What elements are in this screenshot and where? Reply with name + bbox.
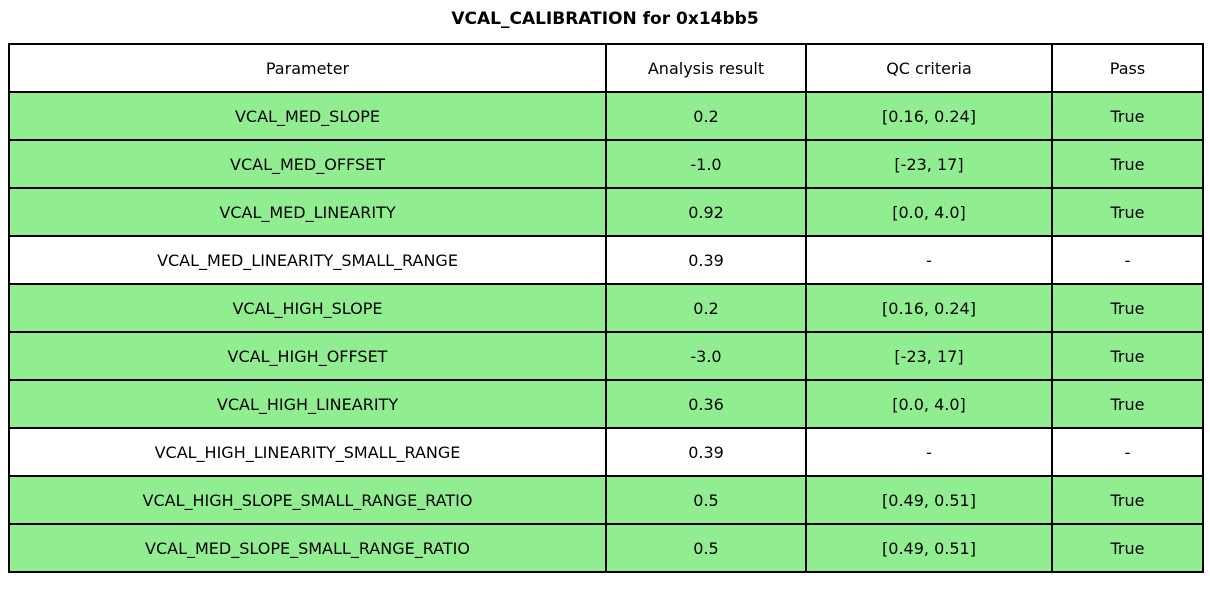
- analysis-result-cell: -3.0: [605, 331, 807, 381]
- parameter-cell: VCAL_HIGH_SLOPE_SMALL_RANGE_RATIO: [8, 475, 607, 525]
- pass-cell: True: [1051, 475, 1204, 525]
- results-table: Parameter Analysis result QC criteria Pa…: [8, 43, 1204, 573]
- pass-cell: True: [1051, 283, 1204, 333]
- parameter-cell: VCAL_MED_SLOPE_SMALL_RANGE_RATIO: [8, 523, 607, 573]
- table-row: VCAL_HIGH_OFFSET -3.0 [-23, 17] True: [8, 331, 1204, 381]
- pass-cell: -: [1051, 235, 1204, 285]
- qc-criteria-cell: [0.49, 0.51]: [805, 475, 1053, 525]
- parameter-cell: VCAL_HIGH_LINEARITY: [8, 379, 607, 429]
- analysis-result-cell: 0.36: [605, 379, 807, 429]
- parameter-cell: VCAL_MED_LINEARITY_SMALL_RANGE: [8, 235, 607, 285]
- analysis-result-cell: 0.2: [605, 91, 807, 141]
- column-header-pass: Pass: [1051, 43, 1204, 93]
- pass-cell: -: [1051, 427, 1204, 477]
- parameter-cell: VCAL_HIGH_LINEARITY_SMALL_RANGE: [8, 427, 607, 477]
- qc-criteria-cell: -: [805, 427, 1053, 477]
- qc-criteria-cell: [-23, 17]: [805, 331, 1053, 381]
- pass-cell: True: [1051, 379, 1204, 429]
- qc-criteria-cell: [-23, 17]: [805, 139, 1053, 189]
- analysis-result-cell: 0.92: [605, 187, 807, 237]
- parameter-cell: VCAL_HIGH_OFFSET: [8, 331, 607, 381]
- table-row: VCAL_HIGH_LINEARITY_SMALL_RANGE 0.39 - -: [8, 427, 1204, 477]
- column-header-qc-criteria: QC criteria: [805, 43, 1053, 93]
- pass-cell: True: [1051, 91, 1204, 141]
- parameter-cell: VCAL_MED_OFFSET: [8, 139, 607, 189]
- analysis-result-cell: 0.39: [605, 427, 807, 477]
- table-row: VCAL_MED_SLOPE_SMALL_RANGE_RATIO 0.5 [0.…: [8, 523, 1204, 573]
- table-row: VCAL_MED_OFFSET -1.0 [-23, 17] True: [8, 139, 1204, 189]
- qc-criteria-cell: [0.16, 0.24]: [805, 283, 1053, 333]
- analysis-result-cell: 0.5: [605, 523, 807, 573]
- pass-cell: True: [1051, 523, 1204, 573]
- table-row: VCAL_MED_LINEARITY_SMALL_RANGE 0.39 - -: [8, 235, 1204, 285]
- pass-cell: True: [1051, 187, 1204, 237]
- table-row: VCAL_MED_LINEARITY 0.92 [0.0, 4.0] True: [8, 187, 1204, 237]
- parameter-cell: VCAL_MED_LINEARITY: [8, 187, 607, 237]
- analysis-result-cell: 0.39: [605, 235, 807, 285]
- pass-cell: True: [1051, 139, 1204, 189]
- qc-criteria-cell: [0.0, 4.0]: [805, 379, 1053, 429]
- qc-criteria-cell: [0.0, 4.0]: [805, 187, 1053, 237]
- column-header-analysis-result: Analysis result: [605, 43, 807, 93]
- analysis-result-cell: -1.0: [605, 139, 807, 189]
- qc-criteria-cell: [0.49, 0.51]: [805, 523, 1053, 573]
- table-row: VCAL_HIGH_SLOPE_SMALL_RANGE_RATIO 0.5 [0…: [8, 475, 1204, 525]
- table-row: VCAL_HIGH_SLOPE 0.2 [0.16, 0.24] True: [8, 283, 1204, 333]
- analysis-result-cell: 0.2: [605, 283, 807, 333]
- qc-criteria-cell: [0.16, 0.24]: [805, 91, 1053, 141]
- column-header-parameter: Parameter: [8, 43, 607, 93]
- parameter-cell: VCAL_MED_SLOPE: [8, 91, 607, 141]
- header-row: Parameter Analysis result QC criteria Pa…: [8, 43, 1204, 93]
- qc-criteria-cell: -: [805, 235, 1053, 285]
- table-row: VCAL_MED_SLOPE 0.2 [0.16, 0.24] True: [8, 91, 1204, 141]
- table-row: VCAL_HIGH_LINEARITY 0.36 [0.0, 4.0] True: [8, 379, 1204, 429]
- parameter-cell: VCAL_HIGH_SLOPE: [8, 283, 607, 333]
- page-title: VCAL_CALIBRATION for 0x14bb5: [451, 9, 759, 29]
- pass-cell: True: [1051, 331, 1204, 381]
- analysis-result-cell: 0.5: [605, 475, 807, 525]
